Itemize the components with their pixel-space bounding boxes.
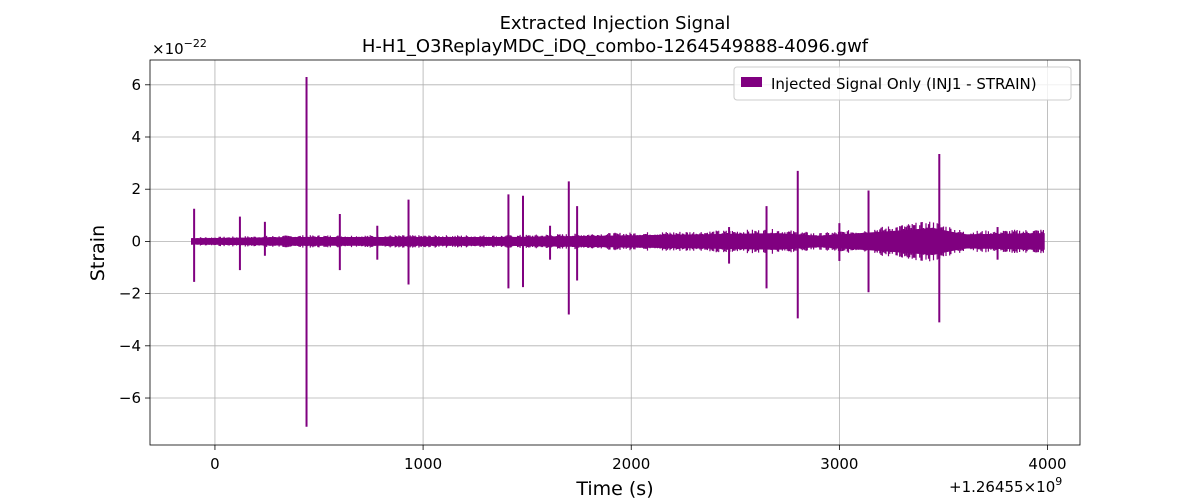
x-tick-label: 1000 (404, 455, 442, 473)
x-tick-label: 0 (210, 455, 220, 473)
legend-swatch (741, 77, 762, 87)
y-tick-label: 0 (131, 232, 141, 250)
chart-subtitle: H-H1_O3ReplayMDC_iDQ_combo-1264549888-40… (362, 36, 869, 57)
y-tick-label: 6 (131, 76, 141, 94)
x-tick-label: 2000 (612, 455, 650, 473)
plot-frame (149, 59, 1081, 446)
y-tick-label: −2 (119, 285, 141, 303)
y-tick-label: −6 (119, 389, 141, 407)
x-offset: +1.26455×109 (949, 475, 1062, 496)
x-axis-label: Time (s) (575, 478, 653, 500)
y-ticks: 6 4 2 0 −2 −4 −6 (119, 76, 150, 407)
x-offset-base: +1.26455×10 (949, 478, 1055, 496)
y-tick-label: 2 (131, 180, 141, 198)
x-tick-label: 3000 (820, 455, 858, 473)
x-offset-exponent: 9 (1055, 475, 1062, 488)
legend-label: Injected Signal Only (INJ1 - STRAIN) (771, 75, 1037, 93)
y-multiplier-exponent: −22 (184, 37, 207, 50)
y-axis-label: Strain (87, 225, 109, 281)
x-ticks: 0 1000 2000 3000 4000 (210, 445, 1067, 473)
legend-box (733, 66, 1072, 101)
y-multiplier-base: ×10 (152, 40, 184, 58)
y-tick-label: 4 (131, 128, 141, 146)
series-signal (191, 76, 1045, 427)
y-multiplier: ×10−22 (152, 37, 207, 58)
chart-title: Extracted Injection Signal (500, 13, 731, 34)
legend: Injected Signal Only (INJ1 - STRAIN) (733, 66, 1072, 101)
y-tick-label: −4 (119, 337, 141, 355)
x-tick-label: 4000 (1028, 455, 1066, 473)
